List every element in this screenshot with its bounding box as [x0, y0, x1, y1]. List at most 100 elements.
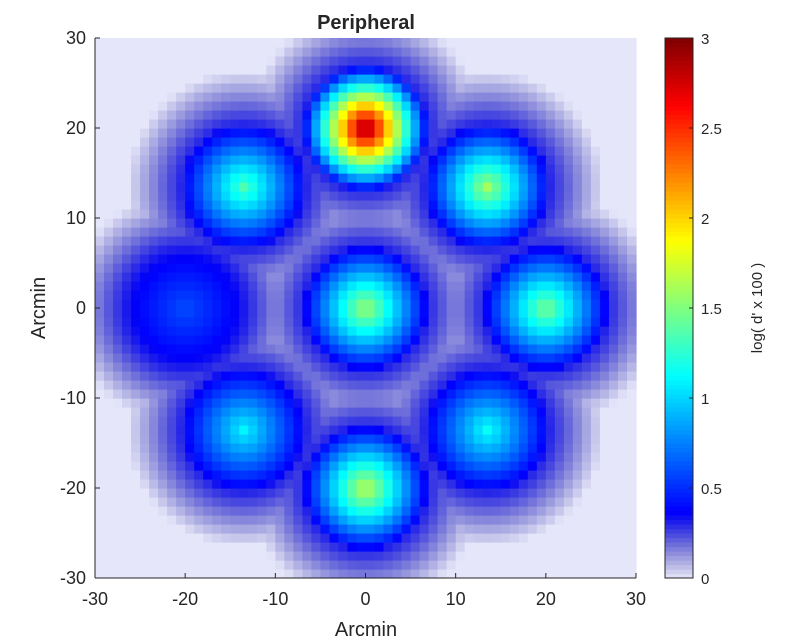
heatmap-cell [185, 119, 195, 129]
heatmap-cell [284, 119, 294, 129]
heatmap-cell [527, 515, 538, 525]
heatmap-cell [392, 308, 403, 318]
heatmap-cell [257, 434, 267, 444]
heatmap-cell [590, 371, 601, 381]
heatmap-cell [545, 218, 556, 228]
heatmap-cell [437, 551, 448, 561]
heatmap-cell [464, 92, 475, 102]
heatmap-cell [491, 515, 502, 525]
heatmap-cell [266, 146, 276, 156]
heatmap-cell [221, 479, 231, 489]
heatmap-cell [266, 479, 276, 489]
heatmap-cell [437, 209, 448, 219]
heatmap-cell [320, 425, 331, 435]
heatmap-cell [437, 164, 448, 174]
heatmap-cell [248, 443, 258, 453]
heatmap-cell [239, 497, 249, 507]
heatmap-cell [500, 416, 511, 426]
heatmap-cell [464, 533, 475, 543]
heatmap-cell [491, 164, 502, 174]
colorbar-segment [665, 51, 693, 57]
colorbar-segment [665, 506, 693, 512]
heatmap-cell [500, 272, 511, 282]
heatmap-cell [446, 470, 457, 480]
heatmap-cell [365, 137, 376, 147]
heatmap-cell [482, 281, 493, 291]
x-axis-ticks: -30 -20 -10 0 10 20 30 [82, 573, 646, 609]
heatmap-cell [401, 542, 412, 552]
heatmap-cell [266, 416, 276, 426]
heatmap-cell [131, 83, 141, 93]
heatmap-cell [131, 425, 141, 435]
heatmap-cell [617, 524, 628, 534]
heatmap-cell [572, 218, 583, 228]
heatmap-cell [230, 461, 240, 471]
heatmap-cell [617, 155, 628, 165]
heatmap-cell [356, 56, 367, 66]
heatmap-cell [401, 119, 412, 129]
heatmap-cell [311, 398, 322, 408]
heatmap-cell [356, 101, 367, 111]
heatmap-cell [338, 299, 349, 309]
heatmap-cell [122, 65, 132, 75]
heatmap-cell [617, 371, 628, 381]
heatmap-cell [608, 191, 619, 201]
heatmap-cell [113, 272, 123, 282]
heatmap-cell [491, 344, 502, 354]
heatmap-cell [599, 362, 610, 372]
heatmap-cell [293, 209, 303, 219]
heatmap-cell [212, 119, 222, 129]
heatmap-cell [167, 254, 177, 264]
heatmap-cell [302, 479, 312, 489]
heatmap-cell [140, 380, 150, 390]
heatmap-cell [626, 317, 637, 327]
heatmap-cell [410, 254, 421, 264]
heatmap-cell [140, 290, 150, 300]
heatmap-cell [500, 65, 511, 75]
heatmap-cell [320, 65, 331, 75]
heatmap-cell [329, 569, 340, 579]
heatmap-cell [167, 533, 177, 543]
heatmap-cell [545, 443, 556, 453]
heatmap-cell [428, 173, 439, 183]
heatmap-cell [437, 479, 448, 489]
heatmap-cell [176, 200, 186, 210]
heatmap-cell [122, 344, 132, 354]
heatmap-cell [347, 434, 358, 444]
heatmap-cell [311, 416, 322, 426]
heatmap-cell [221, 461, 231, 471]
heatmap-cell [230, 416, 240, 426]
heatmap-cell [572, 353, 583, 363]
heatmap-cell [446, 191, 457, 201]
heatmap-cell [194, 227, 204, 237]
heatmap-cell [329, 470, 340, 480]
heatmap-cell [626, 38, 637, 48]
heatmap-cell [446, 425, 457, 435]
heatmap-cell [347, 452, 358, 462]
heatmap-cell [446, 83, 457, 93]
heatmap-cell [392, 173, 403, 183]
heatmap-cell [563, 434, 574, 444]
heatmap-cell [617, 128, 628, 138]
heatmap-cell [185, 515, 195, 525]
heatmap-cell [266, 398, 276, 408]
heatmap-cell [284, 470, 294, 480]
heatmap-cell [212, 380, 222, 390]
heatmap-cell [365, 569, 376, 579]
heatmap-cell [320, 128, 331, 138]
heatmap-cell [230, 335, 240, 345]
heatmap-cell [437, 254, 448, 264]
heatmap-cell [329, 128, 340, 138]
heatmap-cell [419, 344, 430, 354]
heatmap-cell [374, 299, 385, 309]
heatmap-cell [536, 335, 547, 345]
heatmap-cell [284, 506, 294, 516]
heatmap-cell [167, 191, 177, 201]
heatmap-cell [356, 515, 367, 525]
colorbar-segment [665, 348, 693, 354]
colorbar-segment [665, 375, 693, 381]
heatmap-cell [428, 47, 439, 57]
heatmap-cell [581, 110, 592, 120]
heatmap-cell [104, 56, 114, 66]
heatmap-cell [626, 461, 637, 471]
